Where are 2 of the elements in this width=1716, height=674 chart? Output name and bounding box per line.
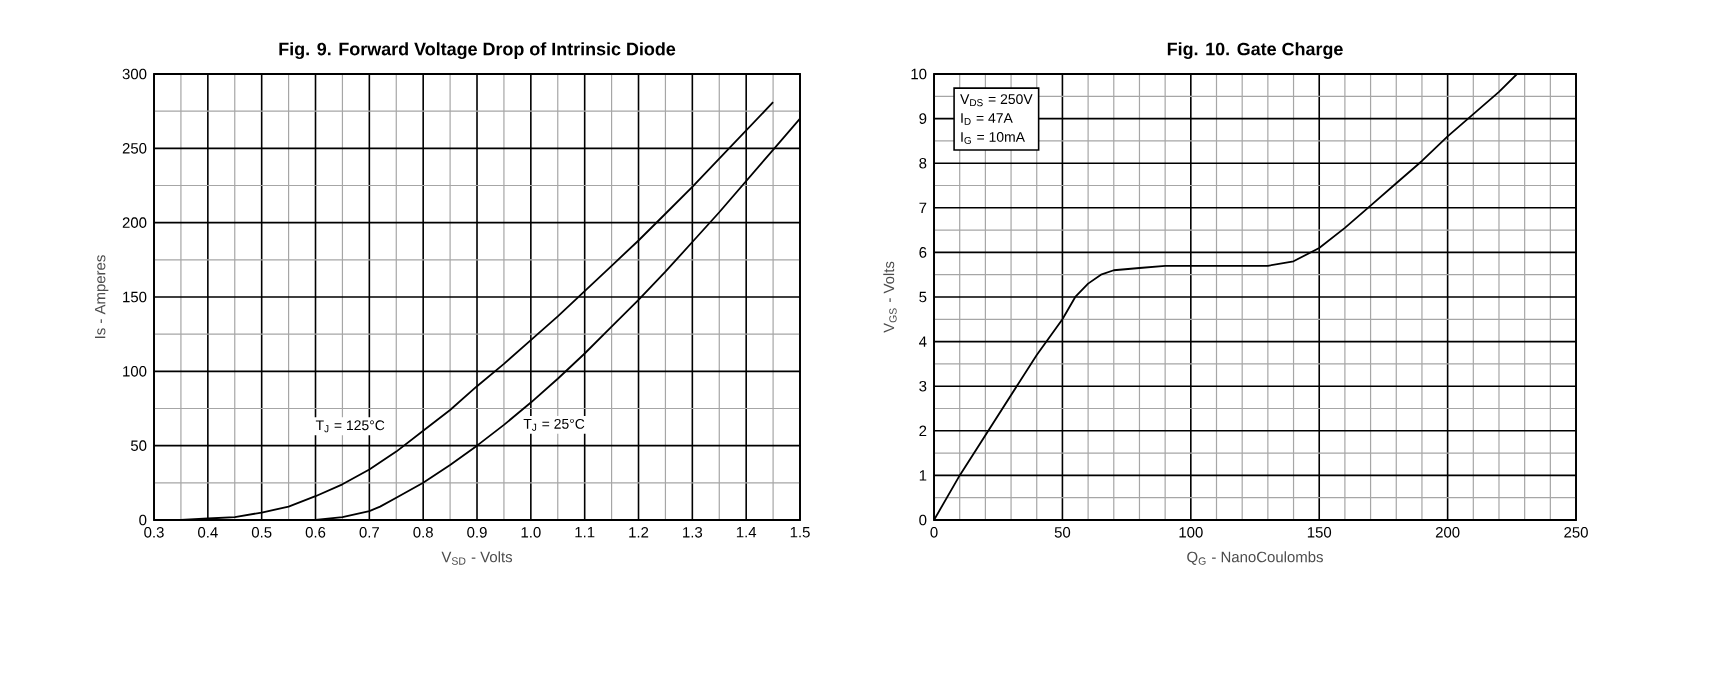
chart-title: Fig. 10. Gate Charge [1167, 42, 1343, 59]
chart-title: Fig. 9. Forward Voltage Drop of Intrinsic Diode [279, 42, 676, 59]
